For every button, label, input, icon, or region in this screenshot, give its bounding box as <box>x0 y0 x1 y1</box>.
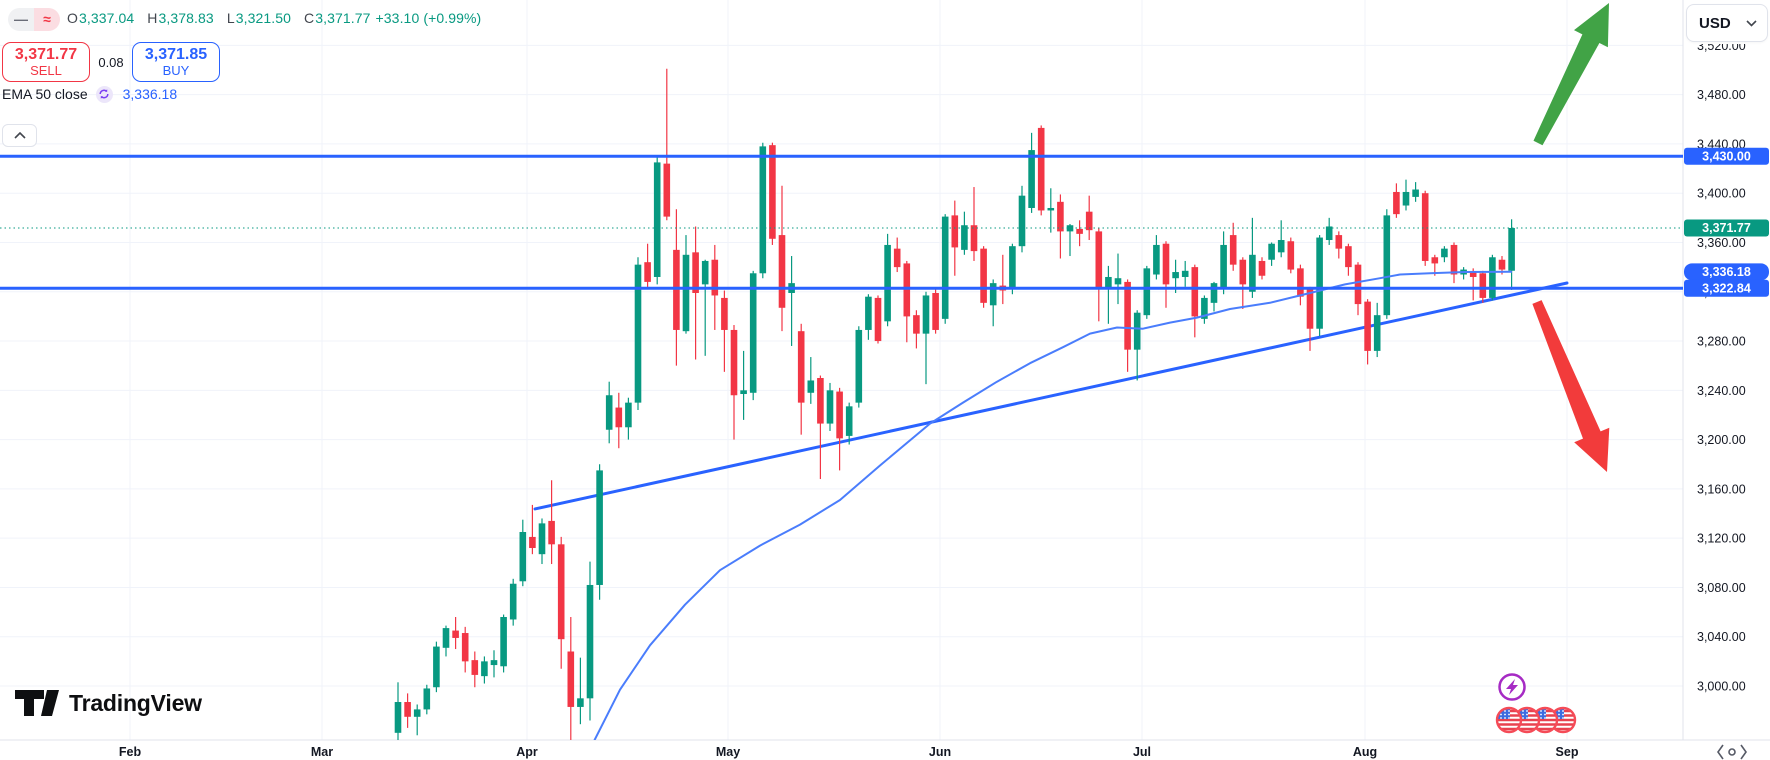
y-axis-label: 3,240.00 <box>1697 384 1746 398</box>
close-value: 3,371.77 <box>315 10 371 26</box>
ema-value-tag: 3,336.18 <box>1684 263 1769 281</box>
up-arrow-drawing[interactable] <box>1533 3 1610 146</box>
candles <box>394 68 1515 740</box>
x-axis-label: Jun <box>929 745 951 759</box>
lightning-icon[interactable] <box>1498 673 1526 701</box>
y-axis[interactable]: 3,000.00 3,040.00 3,080.00 3,120.00 3,160.00… <box>1684 0 1770 740</box>
trade-widget: 3,371.77 SELL 0.08 3,371.85 BUY <box>2 42 220 82</box>
low-label: L <box>226 10 235 26</box>
down-arrow-drawing[interactable] <box>1532 300 1610 472</box>
y-axis-label: 3,400.00 <box>1697 187 1746 201</box>
buy-button[interactable]: 3,371.85 BUY <box>132 42 220 82</box>
price-tag-3322: 3,322.84 <box>1684 279 1769 297</box>
buy-price: 3,371.85 <box>144 46 208 63</box>
trendline-drawing[interactable] <box>533 281 1569 511</box>
us-flag-icon[interactable] <box>1495 706 1523 734</box>
scroll-target-icon[interactable] <box>1717 744 1747 760</box>
indicator-legend-ema50[interactable]: EMA 50 close 3,336.18 <box>2 84 177 104</box>
x-axis-label: Feb <box>119 745 142 759</box>
change-value: +33.10 (+0.99%) <box>375 10 482 26</box>
price-tag-3430: 3,430.00 <box>1684 147 1769 165</box>
collapse-panel-button[interactable] <box>2 124 37 147</box>
x-axis-label: May <box>716 745 740 759</box>
x-axis[interactable]: Feb Mar Apr May Jun Jul Aug Sep <box>119 745 1579 759</box>
x-axis-label: Jul <box>1133 745 1151 759</box>
svg-text:3,336.18: 3,336.18 <box>1702 265 1751 279</box>
high-label: H <box>147 10 158 26</box>
down-arrow[interactable] <box>1532 300 1610 472</box>
up-arrow[interactable] <box>1533 3 1610 146</box>
sell-button[interactable]: 3,371.77 SELL <box>2 42 90 82</box>
spread-value: 0.08 <box>98 54 124 70</box>
close-label: C <box>304 10 315 26</box>
sync-icon <box>95 85 113 103</box>
y-axis-label: 3,280.00 <box>1697 335 1746 349</box>
sell-price: 3,371.77 <box>14 46 78 63</box>
svg-text:3,371.77: 3,371.77 <box>1702 221 1751 235</box>
y-axis-label: 3,480.00 <box>1697 88 1746 102</box>
svg-text:3,322.84: 3,322.84 <box>1702 281 1751 295</box>
grid-lines <box>0 0 1683 740</box>
indicator-value: 3,336.18 <box>122 86 178 102</box>
y-axis-label: 3,200.00 <box>1697 433 1746 447</box>
indicator-name: EMA 50 close <box>2 86 88 102</box>
y-axis-label: 3,160.00 <box>1697 482 1746 496</box>
dash-icon[interactable]: — <box>8 8 34 31</box>
open-label: O <box>67 10 78 26</box>
series-legend-toggle[interactable]: — ≈ <box>8 8 60 31</box>
x-axis-label: Mar <box>311 745 333 759</box>
svg-text:3,430.00: 3,430.00 <box>1702 149 1751 163</box>
y-axis-label: 3,080.00 <box>1697 581 1746 595</box>
low-value: 3,321.50 <box>235 10 291 26</box>
us-flag-icon[interactable] <box>1513 706 1541 734</box>
tradingview-mark-icon <box>15 690 59 716</box>
pane-separators <box>0 0 1770 741</box>
approx-icon[interactable]: ≈ <box>34 8 60 31</box>
high-value: 3,378.83 <box>158 10 214 26</box>
x-axis-label: Apr <box>516 745 538 759</box>
x-axis-label: Sep <box>1556 745 1579 759</box>
chevron-down-icon <box>1746 19 1757 27</box>
ema50-line[interactable] <box>592 270 1513 745</box>
buy-label: BUY <box>162 63 190 78</box>
tradingview-wordmark: TradingView <box>69 689 202 716</box>
y-axis-label: 3,120.00 <box>1697 532 1746 546</box>
open-value: 3,337.04 <box>79 10 135 26</box>
x-axis-label: Aug <box>1353 745 1377 759</box>
tradingview-logo[interactable]: TradingView <box>14 688 202 718</box>
y-axis-label: 3,000.00 <box>1697 680 1746 694</box>
chevron-up-icon <box>13 132 26 139</box>
sell-label: SELL <box>30 63 62 78</box>
y-axis-label: 3,360.00 <box>1697 236 1746 250</box>
ohlc-legend: O3,337.04 H3,378.83 L3,321.50 C3,371.77 … <box>67 10 481 26</box>
currency-dropdown[interactable]: USD <box>1686 4 1768 42</box>
currency-label: USD <box>1699 14 1731 32</box>
last-price-tag: 3,371.77 <box>1684 219 1769 237</box>
event-markers[interactable] <box>1495 673 1577 734</box>
y-axis-label: 3,040.00 <box>1697 630 1746 644</box>
